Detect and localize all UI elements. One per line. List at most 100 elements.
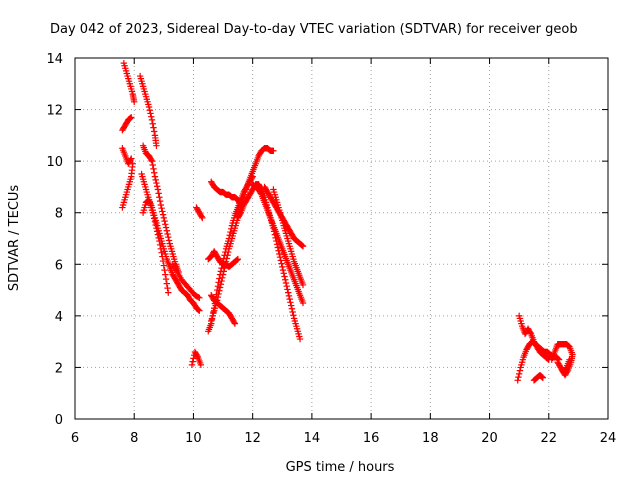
data-point [161,266,168,274]
data-point [285,292,293,300]
data-point [165,289,172,296]
data-points [119,59,576,384]
data-point [153,179,160,187]
data-point [236,210,244,218]
y-tick-label: 6 [55,258,63,273]
data-point [279,266,287,274]
data-point [163,227,170,234]
data-point [566,356,573,363]
data-point [148,156,155,164]
data-point [158,249,165,256]
data-point [156,237,163,245]
data-point [515,370,523,378]
axis-ticks [74,57,609,420]
series-arc-d [119,160,136,211]
data-point [278,260,285,267]
grid-lines [75,58,608,419]
series-arc-p [208,292,239,327]
data-point [234,255,242,263]
data-point [287,302,295,309]
data-point [190,355,197,362]
data-point [284,286,291,293]
data-point [156,197,164,205]
data-point [150,212,157,219]
data-point [165,237,173,244]
y-tick-label: 14 [46,52,63,67]
data-point [217,281,225,288]
data-point [160,214,168,222]
series-arc-f [139,142,182,276]
data-point [164,230,171,238]
series-arc-c [119,145,135,167]
series-arc-t [270,186,307,289]
data-point [216,284,224,291]
data-point [296,335,304,343]
data-point [126,115,133,122]
data-point [230,319,238,326]
data-point [298,241,305,249]
data-point [516,367,524,374]
data-point [283,283,290,290]
data-point [564,342,572,349]
data-point [128,155,135,162]
data-point [220,268,227,275]
data-point [127,114,134,122]
data-point [197,361,205,369]
data-point [161,217,168,225]
x-tick-label: 12 [244,431,261,446]
data-point [527,329,534,336]
data-point [156,194,163,201]
data-point [231,320,239,327]
data-point [151,169,158,176]
x-tick-label: 16 [363,431,380,446]
data-point [153,224,160,232]
data-point [153,183,161,190]
data-point [515,373,522,381]
series-arc-j [188,348,205,369]
data-point [157,201,165,209]
y-axis-title: SDTVAR / TECUs [7,185,22,292]
data-point [159,257,167,265]
data-point [285,289,292,296]
data-point [152,176,159,184]
data-point [157,245,165,253]
data-point [162,224,170,231]
series-arc-o [205,248,242,271]
data-point [149,161,156,169]
y-tick-label: 4 [55,310,63,325]
data-point [281,273,288,280]
y-tick-label: 2 [55,361,63,376]
data-point [151,173,159,180]
data-point [151,218,159,225]
data-point [128,114,135,121]
data-point [147,110,154,117]
y-tick-label: 0 [55,413,63,428]
data-point [198,213,205,220]
data-point [282,276,289,283]
chart-title: Day 042 of 2023, Sidereal Day-to-day VTE… [50,22,578,37]
data-point [150,124,157,131]
data-point [539,374,547,381]
data-point [299,243,307,250]
data-point [165,234,172,241]
data-point [195,293,202,301]
data-point [216,287,223,294]
data-point [223,255,230,262]
series-arc-a [120,59,138,106]
series-arc-s [261,183,307,250]
series-arc-r [249,181,307,307]
data-point [151,215,158,222]
data-point [214,293,222,301]
x-tick-label: 18 [422,431,439,446]
data-point [544,355,551,362]
series-arc-n [208,178,245,209]
data-point [226,232,233,239]
x-tick-label: 14 [304,431,321,446]
data-point [159,208,166,215]
data-point [227,228,234,236]
data-point [299,299,307,307]
x-tick-label: 10 [185,431,202,446]
data-point [193,352,201,360]
data-point [151,128,158,135]
